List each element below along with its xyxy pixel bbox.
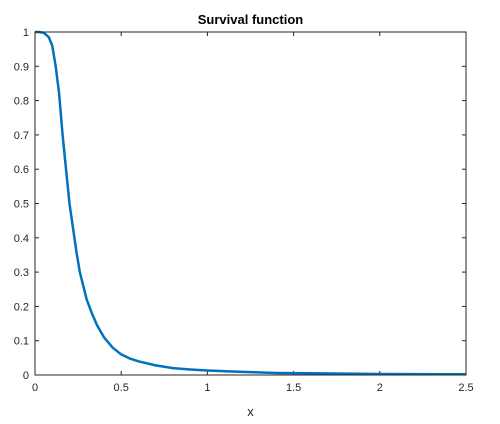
x-tick-label: 1 [204,382,210,394]
plot-frame [34,31,467,376]
y-tick-label: 0.6 [14,164,29,176]
x-tick-label: 0 [32,382,38,394]
x-tick-label: 0.5 [114,382,129,394]
y-tick-label: 0.9 [14,61,29,73]
y-tick-label: 0.3 [14,267,29,279]
y-tick-label: 0.2 [14,301,29,313]
y-tick-label: 0.1 [14,336,29,348]
y-tick-label: 0.8 [14,96,29,108]
survival-curve-line [35,30,467,376]
x-tick-label: 2.5 [458,382,473,394]
chart-title: Survival function [198,12,304,27]
y-tick-label: 0.5 [14,199,29,211]
y-tick-label: 0.7 [14,130,29,142]
tick-labels: 0 0.5 1 1.5 2 2.5 0 0.1 0.2 0.3 0.4 0.5 0.6 0.7 0.8 0.9… [14,27,474,394]
y-tick-label: 0.4 [14,233,29,245]
x-tick-label: 1.5 [286,382,301,394]
y-tick-label: 1 [23,27,29,39]
plot-background [35,32,466,375]
y-tick-label: 0 [23,370,29,382]
x-tick-label: 2 [377,382,383,394]
x-axis-label: x [247,404,254,419]
